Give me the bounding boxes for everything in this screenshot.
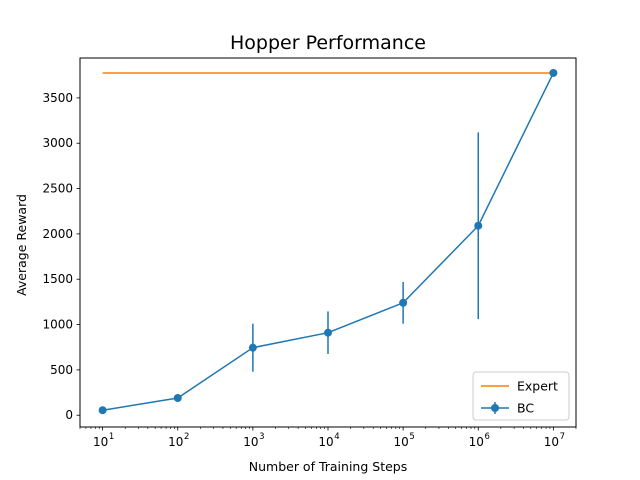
bc-data-point bbox=[98, 406, 107, 415]
x-tick-exponent: 5 bbox=[409, 432, 414, 442]
x-tick-exponent: 2 bbox=[184, 432, 189, 442]
x-tick-label: 10 bbox=[93, 435, 108, 449]
legend-handle-marker bbox=[491, 404, 499, 412]
x-tick-exponent: 7 bbox=[560, 432, 565, 442]
legend-label-bc: BC bbox=[517, 401, 534, 416]
y-axis-label: Average Reward bbox=[14, 194, 29, 296]
x-tick-label: 10 bbox=[544, 435, 559, 449]
y-tick-label: 3000 bbox=[42, 136, 73, 150]
x-tick-exponent: 1 bbox=[109, 432, 114, 442]
x-axis-label: Number of Training Steps bbox=[249, 459, 407, 474]
bc-data-point bbox=[549, 68, 558, 77]
x-tick-label: 10 bbox=[393, 435, 408, 449]
legend-label-expert: Expert bbox=[517, 379, 558, 394]
bc-data-point bbox=[173, 393, 182, 402]
x-tick-label: 10 bbox=[168, 435, 183, 449]
y-tick-label: 2500 bbox=[42, 182, 73, 196]
plot-area bbox=[98, 68, 558, 415]
x-tick-label: 10 bbox=[469, 435, 484, 449]
x-tick-label: 10 bbox=[318, 435, 333, 449]
legend: Expert BC bbox=[472, 371, 570, 421]
y-tick-label: 0 bbox=[65, 408, 73, 422]
y-tick-label: 2000 bbox=[42, 227, 73, 241]
x-tick-label: 10 bbox=[243, 435, 258, 449]
y-tick-label: 1000 bbox=[42, 318, 73, 332]
y-tick-label: 1500 bbox=[42, 272, 73, 286]
bc-data-point bbox=[474, 221, 483, 230]
bc-data-point bbox=[399, 298, 408, 307]
bc-data-point bbox=[248, 343, 257, 352]
chart-title: Hopper Performance bbox=[230, 32, 426, 54]
x-tick-exponent: 3 bbox=[259, 432, 264, 442]
x-tick-exponent: 6 bbox=[485, 432, 490, 442]
y-tick-label: 500 bbox=[50, 363, 73, 377]
y-tick-label: 3500 bbox=[42, 91, 73, 105]
x-tick-exponent: 4 bbox=[334, 432, 339, 442]
bc-data-point bbox=[324, 328, 332, 337]
